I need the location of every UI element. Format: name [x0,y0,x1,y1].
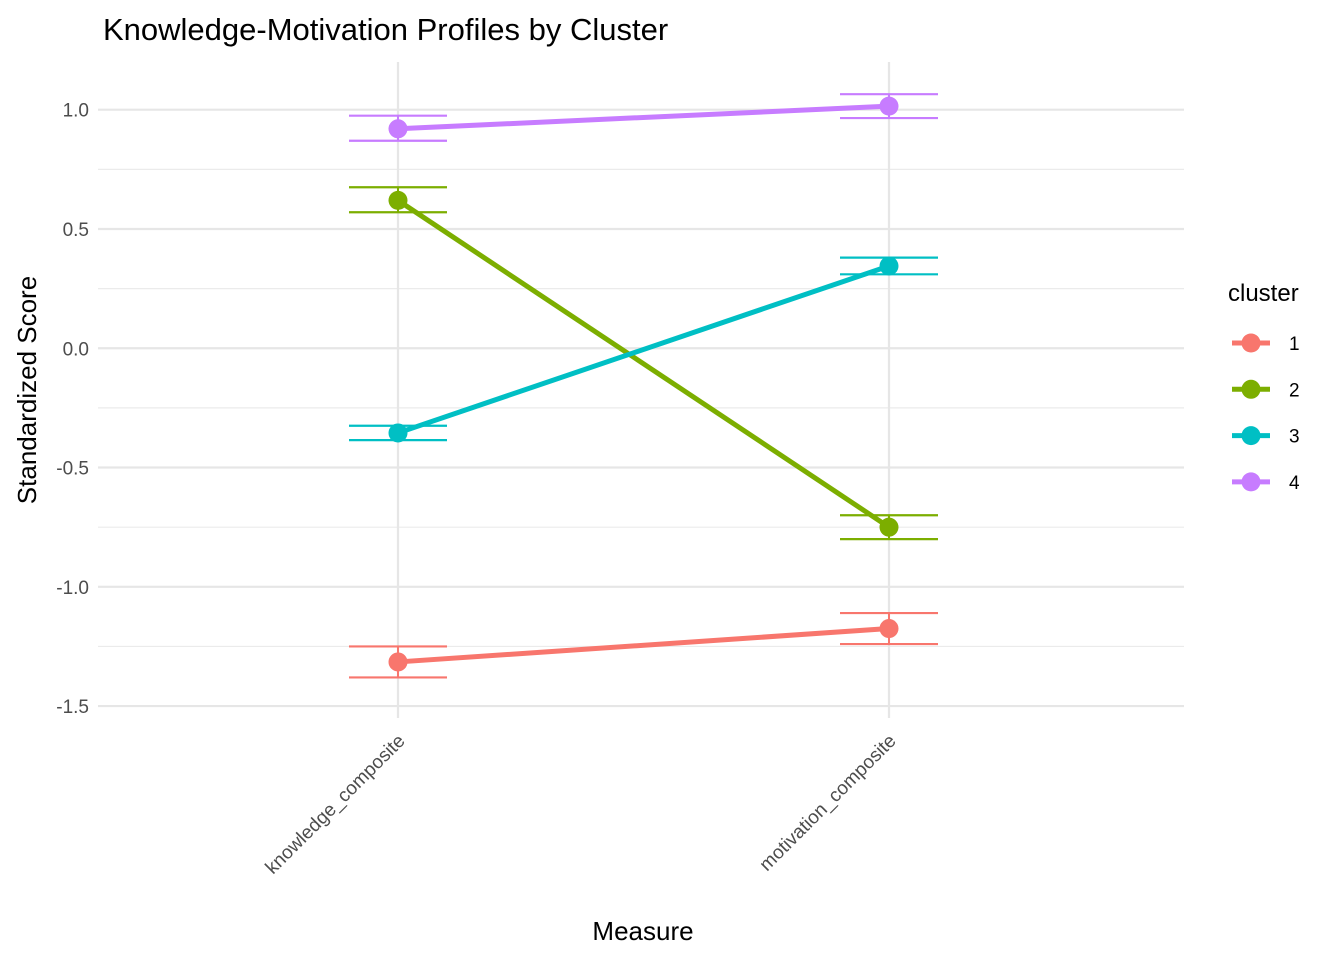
x-axis-ticks: knowledge_composite motivation_composite [262,731,901,879]
legend-label: 2 [1289,380,1300,401]
data-point [388,119,408,139]
series-4 [349,93,938,142]
x-tick-label: knowledge_composite [262,731,410,879]
legend-item: 4 [1232,472,1300,494]
data-point [879,256,899,276]
y-tick-label: -1.5 [56,697,89,718]
legend-key-point [1241,379,1261,399]
data-point [879,517,899,537]
legend-item: 3 [1232,426,1300,448]
legend-label: 4 [1289,473,1300,494]
x-tick-label: motivation_composite [756,731,901,876]
series-line [397,626,890,665]
series-line [397,103,890,132]
legend-label: 3 [1289,427,1300,448]
legend-item: 2 [1232,379,1300,401]
legend-item: 1 [1232,333,1300,355]
legend-key-point [1241,333,1261,353]
legend: cluster 1 2 3 4 [1228,280,1300,494]
x-axis-title: Measure [592,916,693,946]
series-line [396,198,891,530]
y-tick-label: -0.5 [56,459,89,480]
series-1 [349,611,938,679]
legend-title: cluster [1228,280,1299,307]
data-point [879,96,899,116]
series-3 [349,256,938,443]
data-point [388,652,408,672]
legend-label: 1 [1289,334,1300,355]
grid [98,62,1184,718]
y-tick-label: 1.0 [63,101,89,122]
y-tick-label: 0.5 [63,220,89,241]
series-layer [349,93,938,679]
data-point [388,190,408,210]
chart-title: Knowledge-Motivation Profiles by Cluster [103,12,668,47]
series-2 [349,186,938,541]
legend-key-point [1241,426,1261,446]
legend-key-point [1241,472,1261,492]
y-tick-label: -1.0 [56,578,89,599]
y-axis-title: Standardized Score [12,276,42,504]
data-point [879,619,899,639]
y-axis-ticks: -1.5 -1.0 -0.5 0.0 0.5 1.0 [56,101,89,718]
series-line [397,263,890,436]
y-tick-label: 0.0 [63,339,89,360]
data-point [388,423,408,443]
